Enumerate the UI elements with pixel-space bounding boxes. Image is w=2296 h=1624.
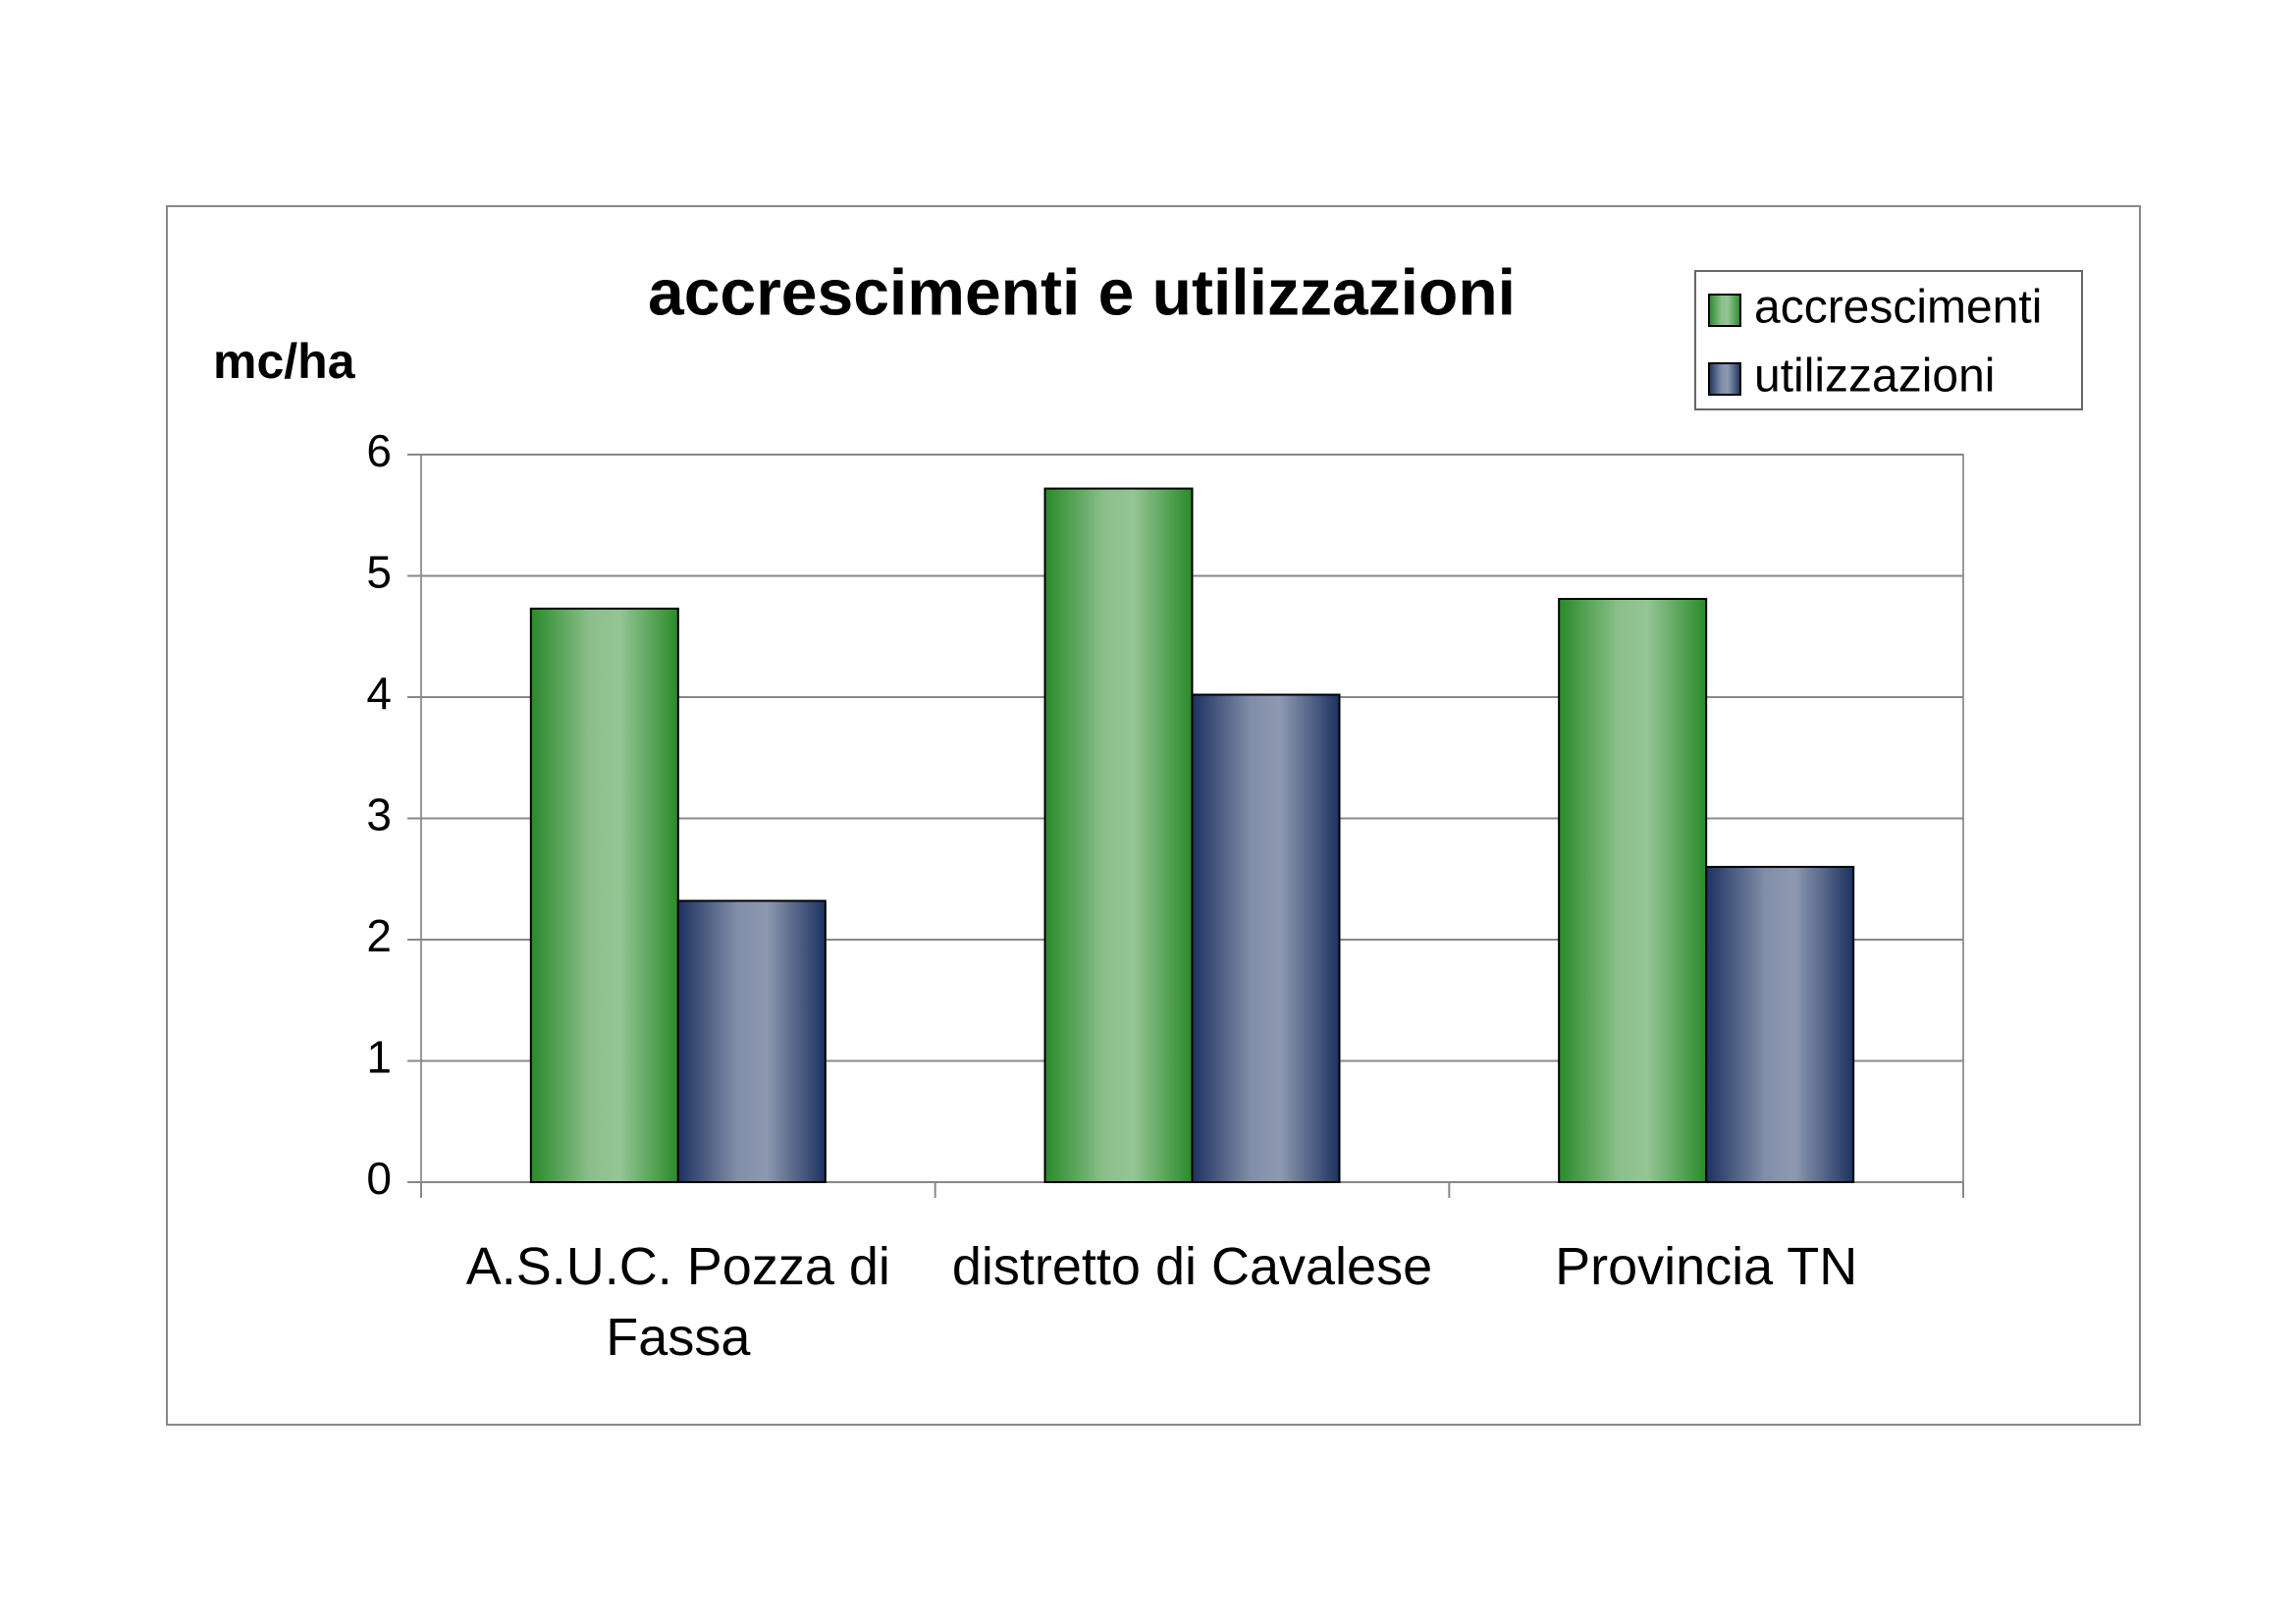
legend-swatch xyxy=(1708,362,1741,396)
bar xyxy=(1043,487,1194,1183)
bar xyxy=(1191,693,1341,1184)
legend-label: utilizzazioni xyxy=(1754,351,1995,403)
x-tick-label: A.S.U.C. Pozza di Fassa xyxy=(465,1237,890,1367)
bar xyxy=(1558,597,1708,1183)
bar xyxy=(529,607,679,1183)
y-tick-label: 5 xyxy=(366,547,392,598)
y-tick-label: 0 xyxy=(366,1153,392,1204)
x-tick-label: Provincia TN xyxy=(1555,1237,1858,1296)
y-tick-label: 4 xyxy=(366,668,392,719)
y-axis-label: mc/ha xyxy=(213,334,356,389)
x-tick-label: distretto di Cavalese xyxy=(951,1237,1433,1296)
y-tick-label: 2 xyxy=(366,910,392,961)
y-tick-label: 3 xyxy=(366,789,392,840)
legend-swatch xyxy=(1708,294,1741,327)
y-tick-label: 1 xyxy=(366,1032,392,1083)
bar xyxy=(1705,865,1855,1184)
y-tick-label: 6 xyxy=(366,425,392,476)
legend-label: accrescimenti xyxy=(1754,282,2042,334)
bar xyxy=(676,899,827,1183)
legend-box xyxy=(1694,270,2083,410)
chart-title: accrescimenti e utilizzazioni xyxy=(648,255,1516,328)
